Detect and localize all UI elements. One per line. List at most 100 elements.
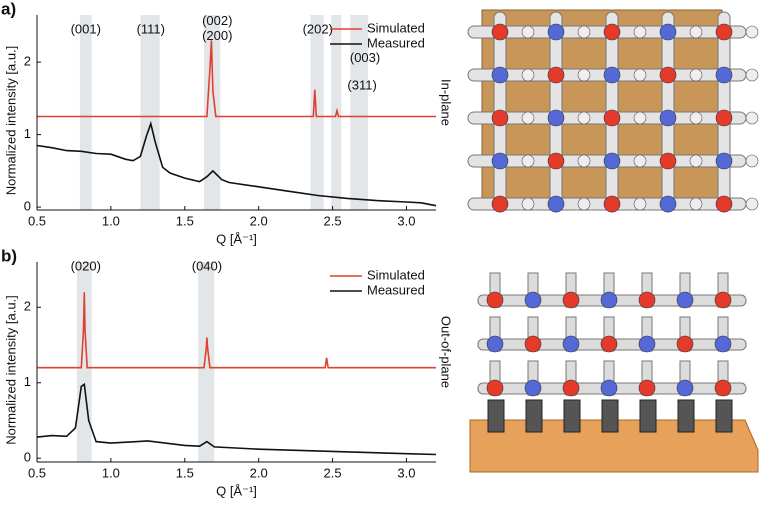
lattice-part	[491, 66, 509, 84]
lattice-part	[633, 111, 647, 125]
x-tick-label: 1.5	[176, 213, 194, 228]
lattice-part	[521, 197, 535, 211]
lattice-part	[547, 109, 565, 127]
lattice-part	[577, 25, 591, 39]
lattice-part	[633, 68, 647, 82]
peak-label: (020)	[71, 259, 101, 274]
series-line	[37, 40, 436, 118]
lattice-part	[677, 399, 695, 433]
y-tick-label: 1	[24, 374, 31, 389]
lattice-part	[689, 197, 703, 211]
x-tick-label: 1.0	[102, 213, 120, 228]
lattice-part	[715, 109, 733, 127]
lattice-part	[638, 379, 656, 397]
x-tick-label: 2.0	[250, 465, 268, 480]
x-tick-label: 3.0	[397, 213, 415, 228]
lattice-part	[633, 154, 647, 168]
x-tick-label: 1.0	[102, 465, 120, 480]
peak-band	[310, 15, 324, 210]
x-axis-label: Q [Å⁻¹]	[216, 483, 257, 498]
series-line	[36, 120, 437, 207]
illustrations	[467, 9, 759, 473]
lattice-part	[600, 335, 618, 353]
lattice-part	[603, 152, 621, 170]
lattice-part	[601, 399, 619, 433]
lattice-part	[745, 111, 759, 125]
lattice-part	[521, 68, 535, 82]
x-tick-label: 2.5	[324, 465, 342, 480]
lattice-part	[715, 152, 733, 170]
peak-label: (002)	[202, 13, 232, 28]
lattice-part	[521, 111, 535, 125]
y-tick-label: 2	[24, 54, 31, 69]
lattice-part	[715, 399, 733, 433]
y-tick-label: 1	[24, 126, 31, 141]
lattice-part	[659, 152, 677, 170]
lattice-part	[469, 419, 759, 473]
lattice-part	[577, 154, 591, 168]
lattice-part	[603, 66, 621, 84]
lattice-part	[521, 154, 535, 168]
lattice-part	[524, 335, 542, 353]
x-tick-label: 2.5	[324, 213, 342, 228]
lattice-part	[689, 154, 703, 168]
lattice-part	[486, 291, 504, 309]
lattice-part	[525, 399, 543, 433]
series-line	[37, 292, 436, 369]
y-tick-label: 2	[24, 299, 31, 314]
lattice-part	[603, 23, 621, 41]
lattice-part	[600, 291, 618, 309]
lattice-part	[638, 291, 656, 309]
lattice-part	[689, 25, 703, 39]
lattice-part	[491, 152, 509, 170]
peak-label: (202)	[303, 22, 333, 37]
peak-label: (003)	[350, 50, 380, 65]
lattice-part	[689, 111, 703, 125]
peak-band	[140, 15, 160, 210]
lattice-part	[481, 9, 723, 211]
lattice-part	[715, 195, 733, 213]
legend-label: Measured	[367, 282, 425, 297]
lattice-part	[715, 66, 733, 84]
lattice-part	[638, 335, 656, 353]
lattice-part	[603, 109, 621, 127]
series-line	[36, 382, 437, 456]
lattice-part	[491, 195, 509, 213]
lattice-part	[659, 23, 677, 41]
lattice-part	[547, 195, 565, 213]
x-tick-label: 0.5	[28, 213, 46, 228]
lattice-part	[487, 399, 505, 433]
y-tick-label: 0	[24, 199, 31, 214]
lattice-part	[745, 68, 759, 82]
lattice-part	[659, 109, 677, 127]
lattice-part	[547, 66, 565, 84]
lattice-part	[715, 23, 733, 41]
legend-label: Simulated	[367, 20, 425, 35]
lattice-part	[689, 68, 703, 82]
peak-band	[203, 15, 221, 210]
y-axis-label: Normalized intensity [a.u.]	[3, 46, 18, 196]
x-axis-label: Q [Å⁻¹]	[216, 231, 257, 246]
lattice-part	[745, 154, 759, 168]
lattice-part	[486, 379, 504, 397]
lattice-part	[562, 291, 580, 309]
peak-label: (311)	[347, 77, 376, 92]
legend-label: Simulated	[367, 267, 425, 282]
lattice-part	[659, 66, 677, 84]
lattice-part	[714, 291, 732, 309]
lattice-part	[633, 25, 647, 39]
lattice-part	[547, 23, 565, 41]
peak-label: (111)	[137, 22, 165, 37]
side-label: Out-of-plane	[439, 316, 454, 388]
lattice-part	[639, 399, 657, 433]
peak-label: (001)	[71, 22, 101, 37]
y-tick-label: 0	[24, 450, 31, 465]
panel-label: a)	[1, 0, 16, 18]
lattice-part	[524, 379, 542, 397]
lattice-part	[714, 335, 732, 353]
lattice-part	[491, 23, 509, 41]
x-tick-label: 2.0	[250, 213, 268, 228]
lattice-part	[486, 335, 504, 353]
x-tick-label: 3.0	[397, 465, 415, 480]
lattice-part	[563, 399, 581, 433]
